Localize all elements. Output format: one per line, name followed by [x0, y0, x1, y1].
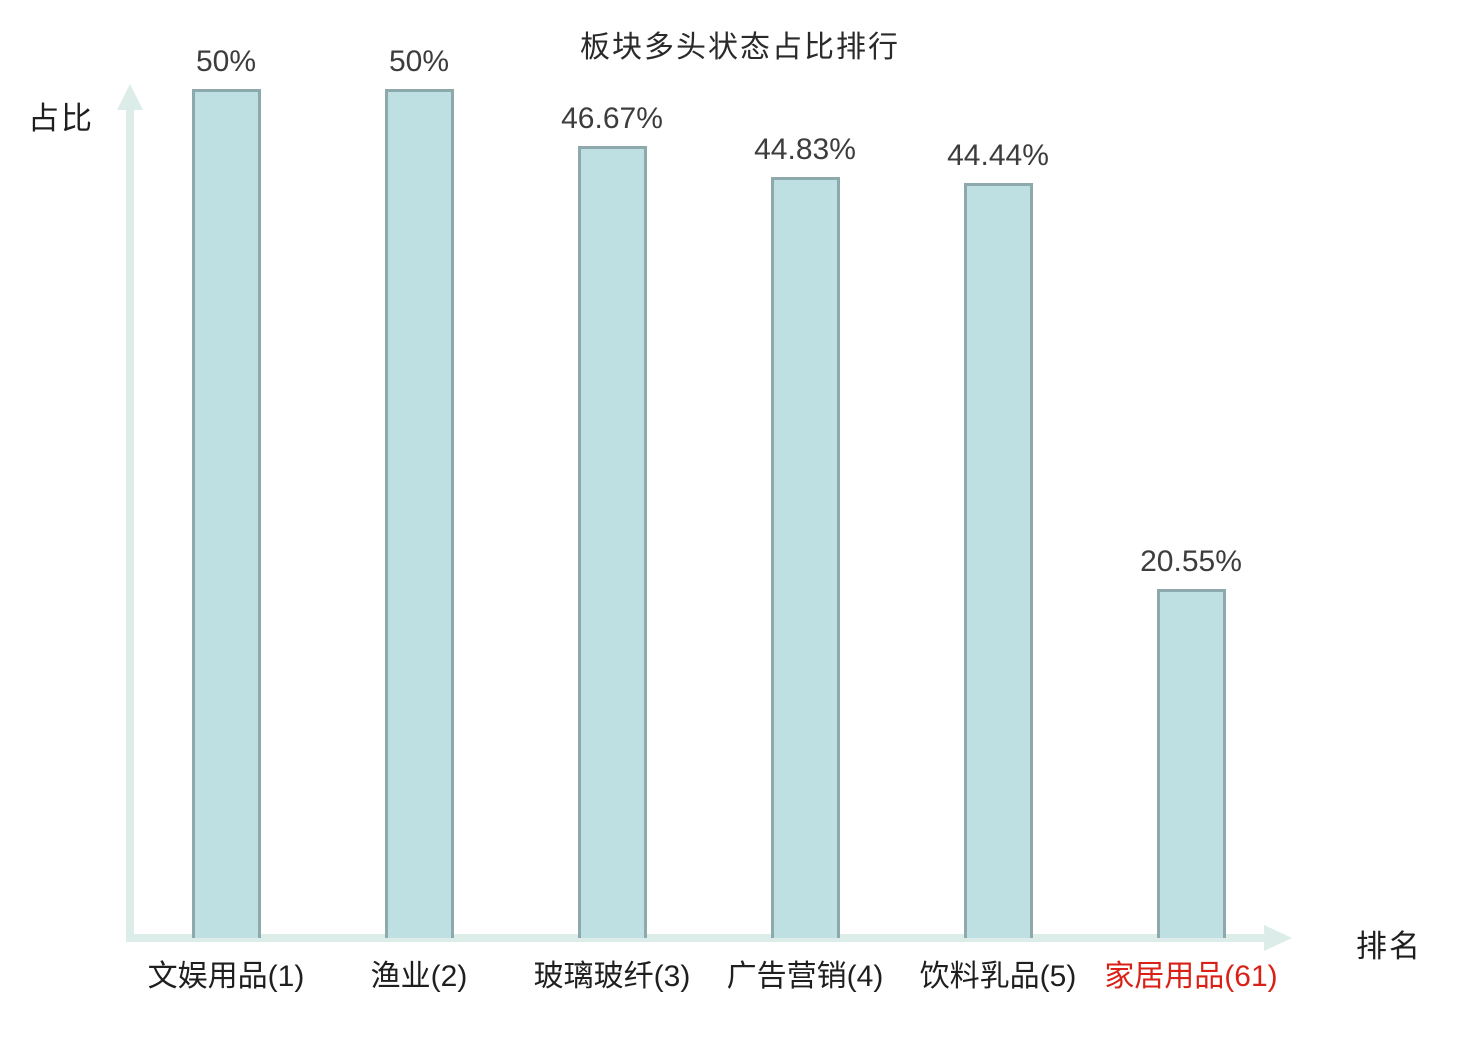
- bar-1: [191, 89, 261, 938]
- category-label: 玻璃玻纤(3): [533, 960, 691, 993]
- bar-3: [577, 145, 647, 938]
- chart-title: 板块多头状态占比排行: [580, 31, 900, 64]
- category-label: 文娱用品(1): [147, 960, 305, 993]
- bar-2: [384, 89, 454, 938]
- bar-5: [963, 183, 1033, 938]
- y-axis-label: 占比: [28, 101, 94, 136]
- x-axis-arrow-icon: [1264, 925, 1292, 951]
- category-label: 家居用品(61): [1104, 960, 1278, 993]
- x-axis-label: 排名: [1356, 929, 1422, 964]
- y-axis: [126, 108, 134, 942]
- bar-value-label: 50%: [388, 45, 450, 78]
- category-label: 饮料乳品(5): [919, 960, 1077, 993]
- x-axis: [126, 934, 1266, 942]
- category-label: 广告营销(4): [726, 960, 884, 993]
- bar-value-label: 20.55%: [1140, 545, 1242, 579]
- category-label: 渔业(2): [370, 960, 468, 993]
- bar-value-label: 46.67%: [561, 101, 663, 135]
- bar-6: [1156, 589, 1226, 938]
- bar-value-label: 44.83%: [754, 132, 856, 166]
- bar-4: [770, 176, 840, 938]
- y-axis-arrow-icon: [117, 84, 143, 110]
- bar-value-label: 50%: [195, 45, 257, 78]
- bar-value-label: 44.44%: [947, 139, 1049, 173]
